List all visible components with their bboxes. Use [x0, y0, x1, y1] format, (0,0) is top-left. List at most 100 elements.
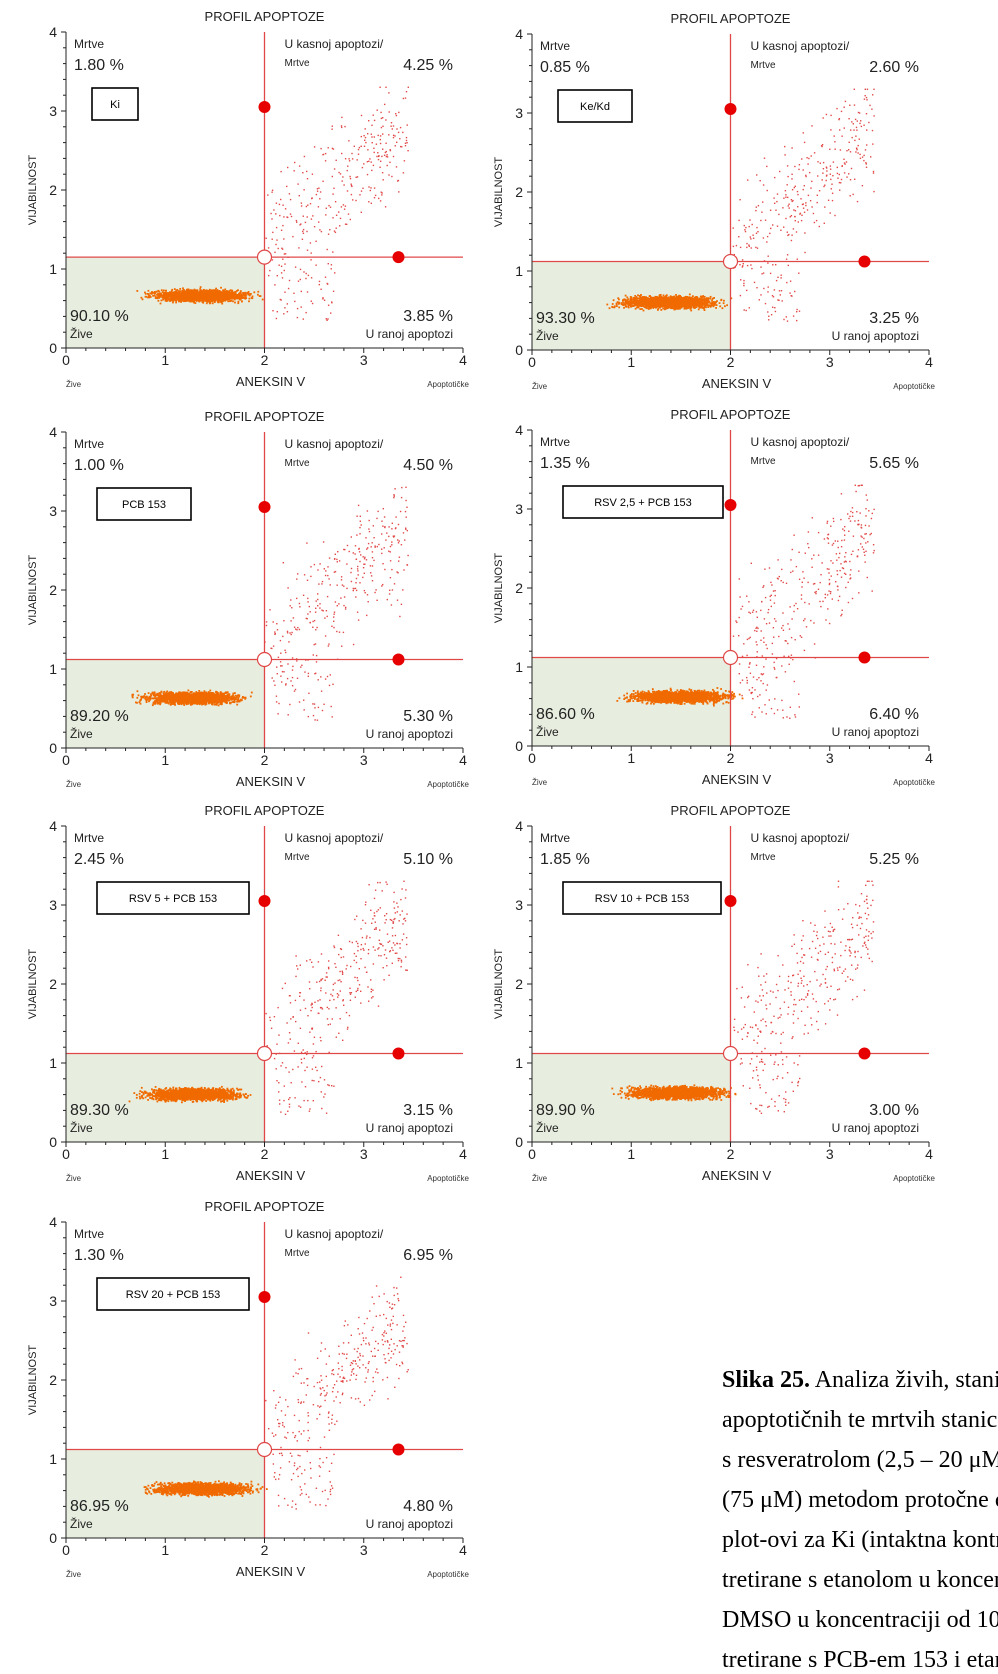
- cell-point: [179, 290, 182, 293]
- cell-point: [615, 303, 618, 306]
- cell-point: [821, 145, 823, 148]
- cell-point: [343, 208, 346, 210]
- cell-point: [787, 264, 789, 267]
- cell-point: [778, 290, 781, 292]
- cell-point: [700, 295, 703, 298]
- cell-point: [406, 142, 408, 144]
- cell-point: [741, 259, 744, 261]
- cell-point: [784, 190, 787, 192]
- cell-point: [807, 163, 809, 165]
- cell-point: [397, 131, 400, 134]
- cell-point: [864, 95, 866, 97]
- cell-point: [785, 316, 787, 318]
- cell-point: [296, 221, 298, 223]
- cell-point: [181, 293, 184, 295]
- y-tick-label: 1: [49, 261, 57, 277]
- cell-point: [399, 126, 402, 129]
- cell-point: [661, 302, 664, 305]
- cell-point: [702, 302, 705, 304]
- cell-point: [678, 300, 681, 303]
- cell-point: [307, 204, 309, 206]
- cell-point: [373, 147, 375, 149]
- cell-point: [186, 298, 189, 301]
- cell-point: [630, 302, 633, 304]
- gate-center-marker: [722, 253, 739, 270]
- cell-point: [651, 299, 654, 301]
- cell-point: [360, 211, 362, 213]
- cell-point: [229, 300, 232, 302]
- cell-point: [666, 298, 668, 301]
- cell-point: [396, 128, 398, 130]
- cell-point: [332, 193, 334, 195]
- cell-point: [779, 294, 781, 296]
- cell-point: [695, 306, 698, 308]
- cell-point: [373, 136, 375, 138]
- cell-point: [356, 176, 359, 178]
- cell-point: [186, 294, 189, 297]
- cell-point: [690, 296, 693, 299]
- cell-point: [306, 230, 308, 233]
- cell-point: [767, 262, 769, 264]
- cell-point: [614, 305, 616, 308]
- cell-point: [641, 297, 644, 299]
- cell-point: [855, 135, 857, 137]
- cell-point: [635, 302, 638, 305]
- cell-point: [784, 145, 786, 148]
- cell-point: [810, 155, 812, 157]
- cell-point: [766, 189, 768, 192]
- cell-point: [341, 126, 343, 129]
- cell-point: [657, 309, 659, 311]
- cell-point: [382, 133, 384, 135]
- gate-handle-right: [858, 255, 871, 268]
- cell-point: [685, 296, 688, 299]
- cell-point: [627, 305, 630, 307]
- cell-point: [865, 163, 867, 165]
- cell-point: [690, 309, 693, 312]
- cell-point: [637, 301, 640, 304]
- cell-point: [382, 117, 384, 119]
- cell-point: [182, 289, 185, 291]
- cell-point: [191, 292, 194, 295]
- cell-point: [165, 296, 167, 298]
- cell-point: [210, 294, 213, 297]
- cell-point: [796, 319, 798, 322]
- cell-point: [768, 315, 770, 317]
- cell-point: [673, 307, 676, 310]
- cell-point: [193, 301, 195, 304]
- cell-point: [707, 297, 710, 300]
- cell-point: [841, 165, 843, 167]
- cell-point: [289, 213, 292, 215]
- cell-point: [769, 272, 772, 275]
- gate-handle-top: [258, 101, 271, 114]
- cell-point: [673, 308, 676, 311]
- cell-point: [681, 299, 684, 302]
- cell-point: [397, 179, 400, 182]
- cell-point: [808, 157, 810, 160]
- cell-point: [183, 290, 186, 293]
- cell-point: [305, 277, 307, 280]
- cell-point: [251, 295, 254, 298]
- cell-point: [658, 297, 661, 300]
- cell-point: [207, 291, 210, 294]
- cell-point: [325, 318, 327, 320]
- cell-point: [873, 190, 875, 193]
- cell-point: [363, 163, 365, 165]
- cell-point: [662, 294, 665, 297]
- cell-point: [766, 165, 768, 168]
- cell-point: [150, 292, 153, 295]
- cell-point: [811, 206, 813, 208]
- cell-point: [335, 159, 337, 161]
- cell-point: [612, 299, 615, 302]
- cell-point: [800, 219, 803, 222]
- cell-point: [205, 294, 208, 297]
- cell-point: [202, 290, 204, 293]
- cell-point: [755, 232, 758, 234]
- cell-point: [401, 146, 403, 148]
- cell-point: [836, 166, 838, 169]
- cell-point: [849, 151, 852, 153]
- cell-point: [236, 297, 239, 300]
- cell-point: [144, 295, 147, 298]
- cell-point: [162, 292, 165, 295]
- cell-point: [757, 231, 759, 233]
- cell-point: [229, 291, 232, 294]
